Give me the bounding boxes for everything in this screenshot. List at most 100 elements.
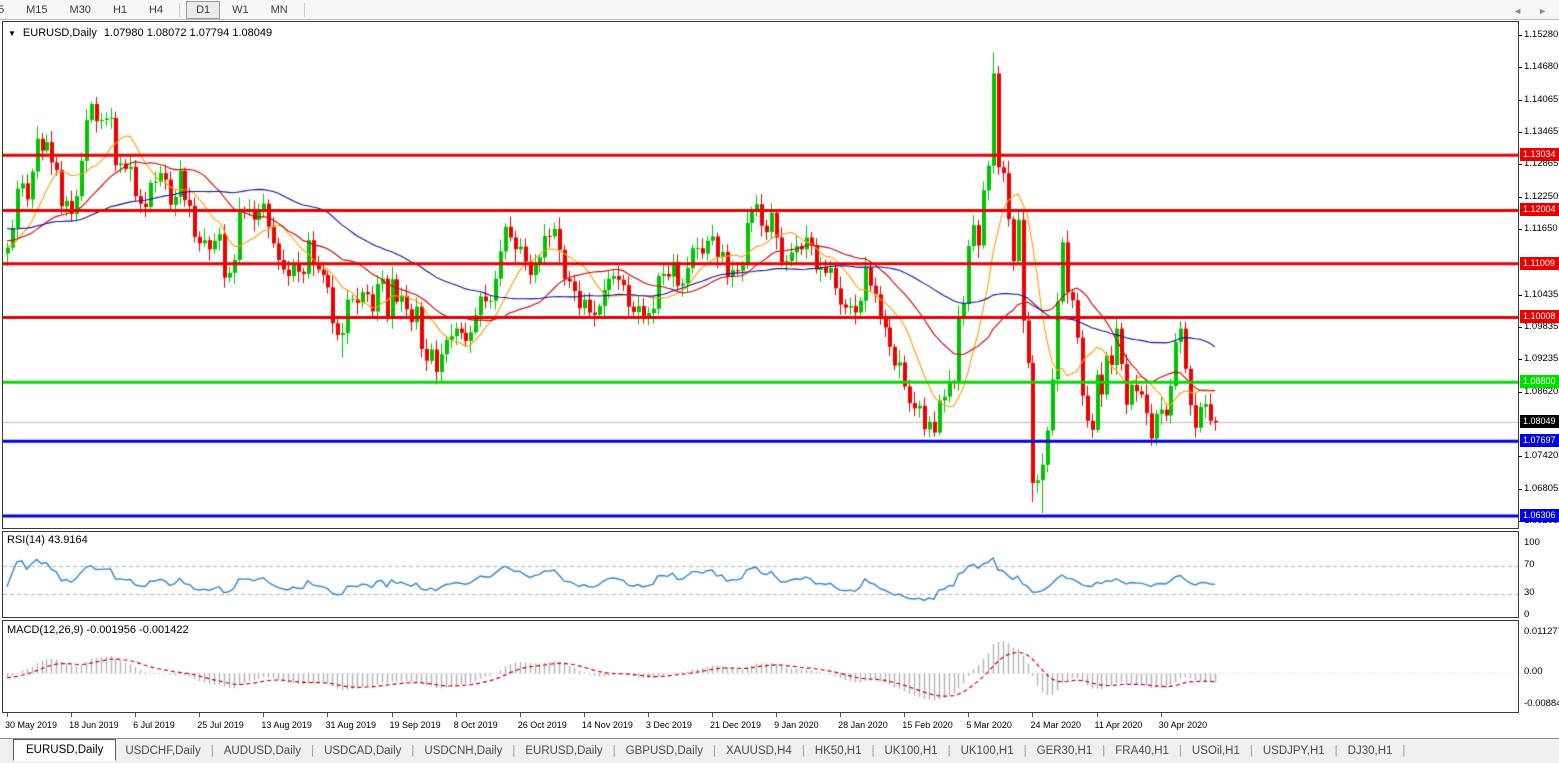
main-chart-panel[interactable]	[2, 21, 1519, 529]
price-tick-label: 1.06805	[1524, 483, 1559, 495]
date-label: 31 Aug 2019	[325, 720, 376, 730]
date-tick-mark	[135, 713, 136, 717]
tab-scroll-left-icon[interactable]: ◄	[1513, 6, 1523, 16]
tab-USDJPY-H1[interactable]: USDJPY,H1	[1262, 745, 1325, 757]
chart-dropdown-icon[interactable]: ▼	[8, 28, 16, 38]
date-label: 5 Mar 2020	[966, 720, 1012, 730]
date-tick-mark	[1161, 713, 1162, 717]
tab-separator: |	[1102, 745, 1106, 757]
timeframe-button-W1[interactable]: W1	[232, 3, 249, 16]
timeframe-button-M30[interactable]: M30	[69, 3, 91, 16]
toolbar-separator	[303, 2, 305, 17]
date-tick-mark	[776, 713, 777, 717]
date-label: 18 Jun 2019	[69, 720, 119, 730]
timeframe-button-D1[interactable]: D1	[186, 0, 221, 19]
price-line-label: 1.10008	[1520, 310, 1559, 324]
date-tick-mark	[327, 713, 328, 717]
tab-AUDUSD-Daily[interactable]: AUDUSD,Daily	[223, 745, 302, 757]
date-label: 14 Nov 2019	[581, 720, 633, 730]
chart-quote-line: 1.07980 1.08072 1.07794 1.08049	[103, 27, 273, 39]
price-tick-mark	[1518, 295, 1522, 296]
tab-FRA40-H1[interactable]: FRA40,H1	[1115, 745, 1169, 757]
tab-separator: |	[947, 745, 951, 757]
tab-separator: |	[713, 745, 716, 757]
price-tick-mark	[1518, 67, 1522, 68]
tab-scroll-right-icon[interactable]: ►	[1538, 6, 1547, 16]
price-line-label: 1.07697	[1520, 434, 1559, 448]
rsi-scale-label: 70	[1524, 558, 1535, 570]
rsi-scale-label: 30	[1524, 587, 1535, 599]
rsi-canvas[interactable]	[3, 532, 1518, 617]
date-label: 24 Mar 2020	[1030, 720, 1081, 730]
date-tick-mark	[968, 713, 969, 717]
macd-scale-label: 0.00	[1524, 666, 1543, 678]
tab-XAUUSD-H4[interactable]: XAUUSD,H4	[726, 745, 792, 757]
rsi-indicator-label: RSI(14) 43.9164	[7, 534, 88, 546]
price-tick-mark	[1518, 456, 1522, 457]
tab-USOil-H1[interactable]: USOil,H1	[1191, 745, 1240, 757]
price-tick-mark	[1518, 197, 1522, 198]
tab-UK100-H1[interactable]: UK100,H1	[960, 745, 1014, 757]
price-tick-label: 1.10435	[1524, 288, 1559, 300]
tab-HK50-H1[interactable]: HK50,H1	[814, 745, 862, 757]
timeframe-button-M15[interactable]: M15	[26, 3, 48, 16]
price-tick-label: 1.09235	[1524, 352, 1559, 364]
price-line-label: 1.13034	[1520, 148, 1559, 162]
rsi-scale-label: 0	[1524, 609, 1530, 620]
date-label: 30 Apr 2020	[1158, 720, 1208, 730]
date-tick-mark	[904, 713, 905, 717]
tab-separator: |	[411, 745, 415, 757]
date-tick-mark	[712, 713, 713, 717]
current-price-label: 1.08049	[1520, 415, 1559, 429]
tab-separator: |	[612, 745, 616, 757]
date-tick-mark	[199, 713, 200, 717]
symbol-tab-bar: EURUSD,Daily USDCHF,Daily | AUDUSD,Daily | US…	[0, 738, 1559, 763]
date-tick-mark	[263, 713, 264, 717]
price-tick-label: 1.12865	[1524, 158, 1559, 170]
price-tick-label: 1.11650	[1524, 223, 1558, 235]
price-tick-label: 1.14680	[1524, 61, 1559, 73]
tab-EURUSD-Daily[interactable]: EURUSD,Daily	[13, 739, 117, 761]
price-line-label: 1.08800	[1520, 375, 1559, 389]
date-tick-mark	[648, 713, 649, 717]
tab-scroll-arrows: ◄ ►	[1513, 6, 1547, 16]
tab-EURUSD-Daily[interactable]: EURUSD,Daily	[525, 745, 603, 757]
price-tick-mark	[1518, 164, 1522, 165]
date-label: 6 Jul 2019	[133, 720, 175, 730]
tab-USDCNH-Daily[interactable]: USDCNH,Daily	[424, 745, 503, 757]
tab-USDCHF-Daily[interactable]: USDCHF,Daily	[125, 745, 201, 757]
price-line-label: 1.11009	[1520, 256, 1559, 270]
tab-GER30-H1[interactable]: GER30,H1	[1036, 745, 1093, 757]
tab-separator: |	[1023, 745, 1027, 757]
date-label: 25 Jul 2019	[197, 720, 244, 730]
timeframe-button-H1[interactable]: H1	[112, 3, 127, 16]
main-chart-canvas[interactable]	[3, 22, 1518, 528]
date-label: 19 Sep 2019	[389, 720, 441, 730]
rsi-panel[interactable]	[2, 531, 1519, 618]
tab-DJ30-H1[interactable]: DJ30,H1	[1347, 745, 1393, 757]
date-tick-mark	[392, 713, 393, 717]
price-line-label: 1.12004	[1520, 203, 1559, 217]
date-tick-mark	[1097, 713, 1098, 717]
date-tick-mark	[840, 713, 841, 717]
price-tick-mark	[1518, 327, 1522, 328]
price-tick-mark	[1518, 489, 1522, 490]
tab-GBPUSD-Daily[interactable]: GBPUSD,Daily	[625, 745, 703, 757]
date-tick-mark	[456, 713, 457, 717]
tab-USDCAD-Daily[interactable]: USDCAD,Daily	[324, 745, 402, 757]
timeframe-button-MN[interactable]: MN	[270, 3, 288, 16]
price-tick-label: 1.08620	[1524, 385, 1559, 397]
tab-UK100-H1[interactable]: UK100,H1	[884, 745, 938, 757]
date-label: 28 Jan 2020	[838, 720, 888, 730]
price-tick-mark	[1518, 229, 1522, 230]
price-line-label: 1.06306	[1520, 508, 1559, 522]
tab-separator: |	[210, 745, 214, 757]
date-label: 30 May 2019	[5, 720, 58, 730]
macd-panel[interactable]	[2, 620, 1519, 713]
date-tick-mark	[520, 713, 521, 717]
timeframe-button-5[interactable]: 5	[0, 3, 5, 16]
price-tick-mark	[1518, 35, 1522, 36]
timeframe-button-H4[interactable]: H4	[149, 3, 164, 16]
price-tick-mark	[1518, 100, 1522, 101]
macd-canvas[interactable]	[3, 621, 1518, 712]
